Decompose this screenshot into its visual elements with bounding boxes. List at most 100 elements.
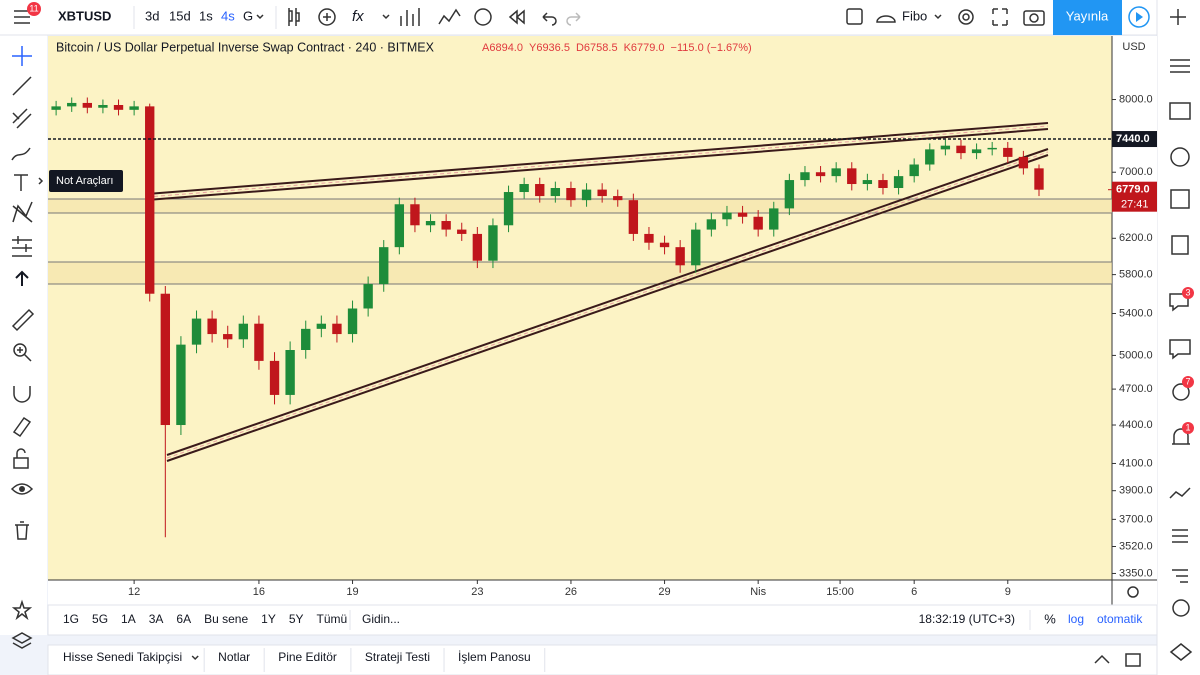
interval[interactable]: G	[243, 8, 253, 23]
range-button[interactable]: 1G	[63, 612, 79, 626]
select-icon[interactable]	[846, 8, 863, 25]
delete-tool[interactable]	[15, 521, 29, 540]
panel-tab[interactable]: İşlem Panosu	[458, 650, 531, 664]
publish-button[interactable]	[1053, 0, 1122, 35]
layout-icon[interactable]	[438, 8, 461, 25]
candle-type-icon[interactable]	[288, 8, 300, 26]
range-button[interactable]: 5Y	[289, 612, 304, 626]
dropdown-icon[interactable]	[382, 14, 390, 20]
interval[interactable]: 3d	[145, 8, 159, 23]
x-tick-label: 23	[471, 586, 483, 598]
candle-body	[457, 229, 467, 234]
range-button[interactable]: Tümü	[317, 612, 348, 626]
log-toggle[interactable]: log	[1068, 612, 1084, 626]
stream-button[interactable]	[1128, 6, 1150, 28]
candle-body	[503, 192, 514, 226]
candles	[51, 97, 1044, 538]
lock-tool	[16, 448, 26, 458]
dropdown-icon[interactable]	[934, 14, 942, 20]
candle-body	[784, 180, 795, 209]
zone	[48, 262, 1112, 284]
redo-icon[interactable]	[566, 12, 581, 26]
collapse-icon[interactable]	[1094, 654, 1110, 664]
visibility-tool[interactable]	[10, 483, 34, 495]
pattern-tool[interactable]	[12, 201, 33, 223]
candle-body	[238, 323, 249, 340]
dropdown-icon[interactable]	[191, 655, 199, 661]
symbol[interactable]: XBTUSD	[58, 8, 111, 23]
settings-icon[interactable]	[958, 9, 974, 25]
messages-icon[interactable]	[1169, 339, 1191, 360]
chart-pane	[48, 36, 1112, 580]
fullscreen-icon[interactable]	[992, 8, 1008, 26]
range-button[interactable]: 1Y	[261, 612, 276, 626]
interval[interactable]: 1s	[199, 8, 213, 23]
badge-text: 1	[1185, 422, 1190, 432]
candle-body	[862, 180, 873, 185]
range-buttons: 1G 5G 1A 3A 6A Bu sene 1Y 5Y Tümü	[63, 612, 347, 626]
favorites-tool[interactable]	[11, 599, 33, 621]
range-button[interactable]: Bu sene	[204, 612, 248, 626]
replay-icon[interactable]	[508, 9, 525, 25]
forecast-tool[interactable]	[12, 236, 32, 257]
interval[interactable]: 15d	[169, 8, 191, 23]
streams-icon[interactable]	[1172, 383, 1190, 401]
depth-icon[interactable]	[1172, 569, 1188, 583]
data-window-icon[interactable]	[1169, 487, 1191, 499]
menu-button[interactable]: 11	[14, 2, 41, 24]
candle-body	[613, 196, 623, 201]
fibo-icon[interactable]	[876, 15, 896, 23]
panel-tab[interactable]: Strateji Testi	[365, 650, 430, 664]
panel-tab[interactable]: Pine Editör	[278, 650, 337, 664]
trendline-tool[interactable]	[12, 76, 32, 96]
panel-tab[interactable]: Hisse Senedi Takipçisi	[63, 650, 182, 664]
add-watchlist[interactable]	[1170, 9, 1186, 25]
badge-text: 3	[1185, 287, 1190, 297]
maximize-icon[interactable]	[1125, 653, 1141, 667]
y-tick-label: 5000.0	[1119, 349, 1153, 361]
alerts-icon[interactable]	[1172, 428, 1190, 445]
fibo[interactable]: Fibo	[902, 8, 927, 23]
range-button[interactable]: 1A	[121, 612, 136, 626]
cursor-tool[interactable]	[12, 46, 32, 66]
candle-body	[628, 200, 639, 234]
percent-toggle[interactable]: %	[1044, 611, 1056, 626]
interval-active[interactable]: 4s	[221, 8, 235, 23]
object-tree-tool[interactable]	[11, 632, 33, 649]
range-button[interactable]: 5G	[92, 612, 108, 626]
news-icon[interactable]	[1169, 102, 1191, 120]
shapes-tool[interactable]	[15, 270, 29, 286]
text-tool[interactable]	[14, 174, 28, 191]
hotkeys-icon[interactable]	[1172, 529, 1188, 543]
snapshot-icon[interactable]	[1023, 10, 1045, 26]
panel-tab[interactable]: Notlar	[218, 650, 250, 664]
range-button[interactable]: 6A	[176, 612, 191, 626]
compare-icon[interactable]	[318, 8, 336, 26]
goto[interactable]: Gidin...	[362, 612, 400, 626]
lock-draw-tool[interactable]	[12, 416, 32, 438]
watchlist-icon[interactable]	[1170, 59, 1190, 73]
calendar-icon[interactable]	[1170, 189, 1190, 209]
auto-toggle[interactable]: otomatik	[1097, 612, 1143, 626]
zoom-tool[interactable]	[13, 343, 27, 357]
measure-tool[interactable]	[11, 308, 35, 332]
alert-icon[interactable]	[474, 8, 492, 26]
ideas-icon[interactable]	[1171, 235, 1189, 255]
templates-icon[interactable]	[400, 8, 420, 26]
undo-icon[interactable]	[542, 12, 557, 26]
candle-body	[1018, 156, 1029, 169]
brush-tool[interactable]	[11, 147, 31, 161]
x-tick-label: 29	[658, 586, 670, 598]
candle-body	[566, 188, 576, 201]
fib-tool[interactable]	[12, 108, 32, 129]
range-button[interactable]: 3A	[149, 612, 164, 626]
lock-tool[interactable]	[13, 457, 29, 469]
candle-body	[145, 106, 155, 294]
magnet-tool[interactable]	[13, 386, 31, 403]
hotlist-icon[interactable]	[1170, 147, 1190, 167]
dropdown-icon[interactable]	[256, 14, 264, 20]
axis-settings[interactable]	[1127, 586, 1139, 598]
dom-icon[interactable]	[1169, 643, 1193, 661]
indicators-icon[interactable]: fx	[352, 8, 364, 25]
help-icon[interactable]	[1172, 599, 1190, 617]
